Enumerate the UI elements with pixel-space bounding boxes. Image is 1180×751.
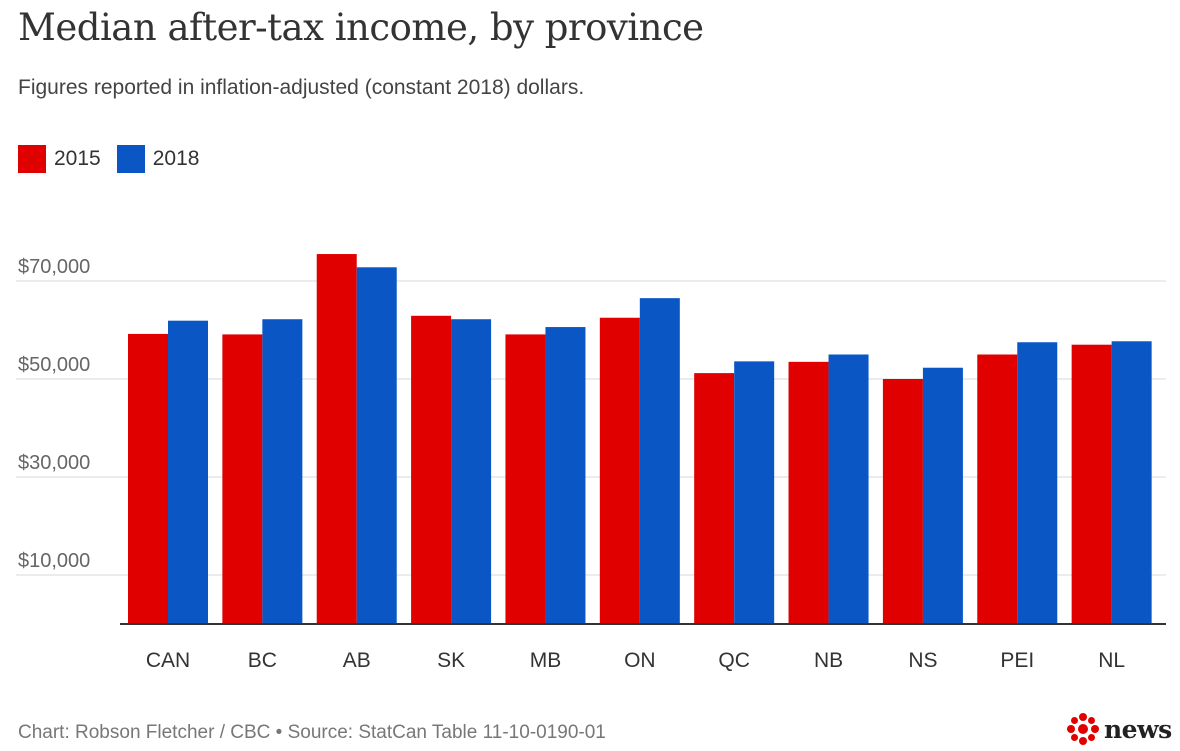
x-tick-label: NB	[814, 649, 843, 672]
x-tick-label: CAN	[146, 649, 190, 672]
bar-2015-ns	[882, 379, 923, 624]
bar-2018-sk	[451, 319, 492, 624]
x-tick-label: QC	[718, 649, 750, 672]
y-tick-label: $70,000	[18, 256, 90, 278]
bar-2018-mb	[545, 327, 586, 624]
bar-2018-ab	[356, 267, 397, 624]
bar-2015-nb	[788, 361, 829, 624]
y-tick-label: $10,000	[18, 550, 90, 572]
source-credit: Chart: Robson Fletcher / CBC • Source: S…	[18, 722, 606, 743]
bar-2015-mb	[505, 334, 546, 624]
x-tick-label: BC	[248, 649, 277, 672]
bar-2015-on	[599, 317, 640, 624]
logo-text: news	[1104, 714, 1172, 744]
bar-2015-pei	[977, 354, 1018, 624]
y-tick-label: $50,000	[18, 354, 90, 376]
bar-2018-pei	[1017, 342, 1058, 624]
bar-2015-ab	[316, 254, 357, 625]
legend: 2015 2018	[18, 145, 215, 173]
x-tick-label: NS	[908, 649, 937, 672]
cbc-gem-icon	[1067, 713, 1099, 745]
x-tick-label: NL	[1098, 649, 1125, 672]
legend-swatch-2018	[116, 145, 145, 173]
bar-2015-bc	[222, 334, 263, 624]
legend-label-2015: 2015	[54, 147, 101, 170]
bar-2015-can	[128, 333, 168, 624]
x-tick-label: MB	[530, 649, 562, 672]
legend-swatch-2015	[18, 145, 46, 173]
legend-item-2018: 2018	[116, 145, 200, 173]
bar-2015-qc	[694, 373, 735, 624]
bar-2015-sk	[411, 315, 452, 624]
bar-2018-qc	[734, 361, 775, 624]
x-tick-label: SK	[437, 649, 465, 672]
x-tick-label: ON	[624, 649, 656, 672]
x-tick-label: PEI	[1000, 649, 1034, 672]
bar-2018-can	[168, 320, 208, 624]
y-tick-label: $30,000	[18, 452, 90, 474]
bar-2018-nl	[1111, 341, 1152, 624]
legend-item-2015: 2015	[18, 145, 101, 173]
bar-2018-bc	[262, 319, 303, 624]
x-tick-label: AB	[343, 649, 371, 672]
legend-label-2018: 2018	[152, 147, 200, 170]
bar-2018-ns	[922, 367, 963, 624]
cbc-news-logo: news	[1066, 712, 1172, 746]
bar-2018-on	[639, 298, 680, 624]
bar-2018-nb	[828, 354, 869, 624]
bar-2015-nl	[1071, 344, 1112, 624]
chart-subtitle: Figures reported in inflation-adjusted (…	[18, 76, 585, 99]
chart-title: Median after-tax income, by province	[18, 6, 704, 49]
